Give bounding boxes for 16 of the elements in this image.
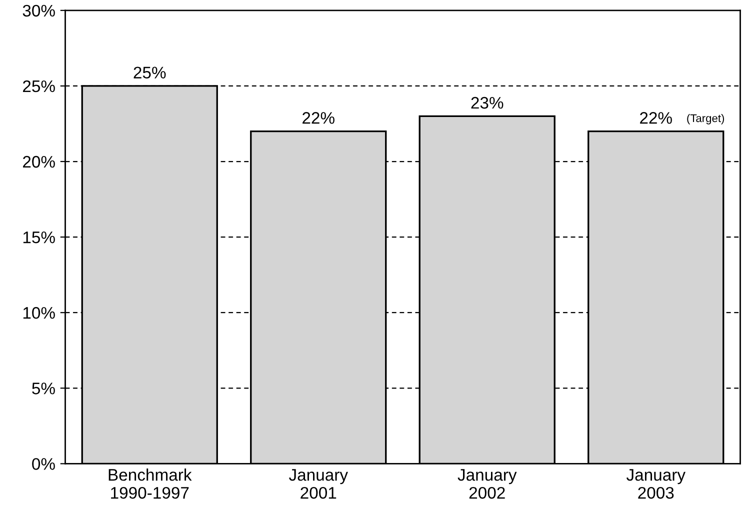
x-tick-label: January 2001 [288, 469, 348, 499]
x-tick-label: Benchmark 1990-1997 [108, 468, 192, 499]
x-tick-label: January 2003 [626, 469, 686, 499]
y-tick-label: 5% [32, 382, 55, 394]
data-label: 25% [134, 66, 166, 79]
data-label: 22% [302, 112, 334, 124]
y-tick-label: 30% [22, 4, 55, 17]
data-label: 22% [640, 112, 672, 124]
y-tick-label: 20% [23, 156, 55, 168]
y-tick-label: 25% [23, 80, 55, 92]
data-label: 23% [471, 96, 504, 109]
y-tick-label: 0% [32, 458, 55, 470]
x-tick-label: January 2002 [458, 469, 517, 499]
y-tick-label: 15% [23, 232, 55, 244]
annotation: (Target) [687, 114, 724, 124]
y-tick-label: 10% [23, 307, 55, 319]
